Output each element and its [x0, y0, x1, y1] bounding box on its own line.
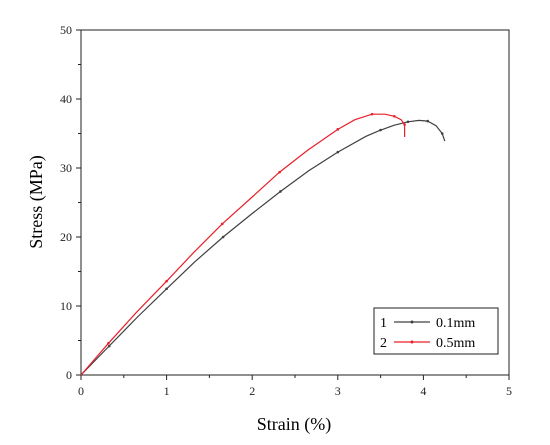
- data-point: [221, 235, 225, 239]
- series-line-2: [80, 113, 406, 376]
- data-point: [107, 341, 110, 345]
- y-tick-label: 20: [60, 230, 72, 244]
- y-tick-label: 10: [60, 299, 72, 313]
- legend: 1 0.1mm 2 0.5mm: [373, 307, 499, 355]
- series-1: [80, 119, 446, 376]
- data-point: [336, 128, 340, 131]
- data-point: [278, 170, 281, 174]
- data-point: [165, 279, 168, 283]
- y-tick-label: 30: [60, 161, 72, 175]
- series-2: [80, 112, 406, 376]
- x-axis-label: Strain (%): [257, 414, 331, 435]
- x-tick-label: 2: [249, 384, 255, 398]
- x-tick-label: 5: [506, 384, 512, 398]
- data-point: [370, 112, 374, 116]
- x-tick-label: 1: [164, 384, 170, 398]
- data-point: [440, 132, 444, 135]
- data-point: [279, 190, 282, 193]
- legend-marker: [410, 340, 414, 344]
- x-tick-label: 3: [335, 384, 341, 398]
- data-point: [392, 114, 396, 118]
- legend-id: 2: [380, 336, 387, 351]
- data-point: [107, 344, 111, 348]
- y-tick-label: 50: [60, 23, 72, 37]
- y-axis-ticks: 0 10 20 30 40 50: [60, 23, 81, 382]
- x-tick-label: 0: [78, 384, 84, 398]
- series-layer: [80, 112, 446, 376]
- y-tick-label: 0: [66, 368, 72, 382]
- legend-label: 0.1mm: [436, 316, 475, 331]
- data-point: [165, 287, 168, 291]
- legend-marker: [410, 320, 414, 324]
- data-point: [426, 119, 429, 123]
- y-axis-label: Stress (MPa): [26, 155, 47, 249]
- legend-item-1: 1 0.1mm: [380, 316, 475, 331]
- data-point: [379, 128, 382, 132]
- y-tick-label: 40: [60, 92, 72, 106]
- data-point: [220, 222, 224, 226]
- data-point: [403, 123, 406, 126]
- x-tick-label: 4: [420, 384, 426, 398]
- legend-item-2: 2 0.5mm: [380, 336, 475, 351]
- data-point: [406, 120, 410, 124]
- legend-id: 1: [380, 316, 387, 331]
- data-point: [336, 150, 340, 154]
- legend-box: [373, 307, 499, 355]
- legend-label: 0.5mm: [436, 336, 475, 351]
- x-axis-ticks: 0 1 2 3 4 5: [78, 375, 512, 398]
